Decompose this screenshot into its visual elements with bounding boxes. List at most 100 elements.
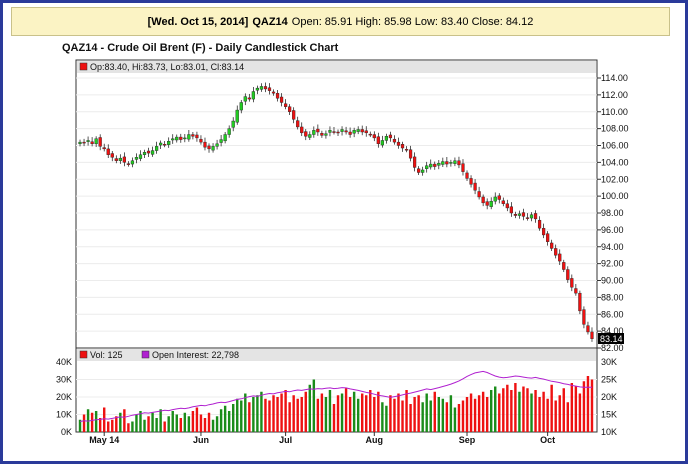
candle-body: [412, 156, 417, 168]
candle-body: [320, 133, 324, 136]
x-tick-label: Sep: [459, 435, 476, 445]
candle-body: [199, 138, 203, 143]
candle-body: [175, 136, 179, 141]
price-tick-label: 100.00: [601, 191, 629, 201]
candle-body: [328, 130, 332, 133]
candle-body: [550, 242, 554, 249]
volume-bar: [78, 419, 82, 432]
volume-bar: [320, 393, 324, 432]
candle-body: [235, 109, 239, 123]
volume-bar: [514, 383, 517, 432]
x-tick-label: Aug: [366, 435, 384, 445]
volume-bar: [365, 395, 368, 432]
volume-bar: [425, 393, 428, 432]
candle-body: [263, 86, 268, 90]
volume-bar: [163, 421, 166, 432]
price-tick-label: 108.00: [601, 124, 629, 134]
candle-body: [130, 160, 135, 165]
volume-bar: [409, 404, 412, 432]
candle-body: [271, 91, 276, 94]
candle-body: [259, 86, 264, 90]
volume-bar: [147, 416, 150, 432]
volume-bar: [102, 407, 106, 432]
volume-bar: [578, 393, 582, 432]
volume-tick-label: 0K: [61, 427, 72, 437]
volume-bar: [389, 395, 392, 432]
candle-body: [445, 161, 449, 165]
volume-bar: [316, 398, 320, 432]
volume-bar: [155, 418, 158, 432]
volume-bar: [135, 414, 138, 432]
volume-bar: [473, 398, 477, 432]
volume-bar: [457, 404, 461, 432]
candle-body: [106, 148, 110, 155]
candle-body: [251, 91, 255, 100]
candle-body: [473, 182, 477, 191]
volume-bar: [534, 390, 537, 432]
volume-bar: [211, 419, 215, 432]
candle-body: [449, 162, 453, 164]
candle-body: [308, 134, 312, 138]
volume-bar: [231, 404, 235, 432]
candle-body: [134, 157, 139, 160]
candle-body: [429, 163, 433, 168]
volume-bar: [570, 383, 574, 432]
candle-body: [425, 165, 429, 169]
x-tick-label: May 14: [89, 435, 119, 445]
volume-bar: [187, 416, 191, 432]
x-tick-label: Jul: [279, 435, 292, 445]
candle-body: [392, 138, 397, 143]
volume-bar: [506, 384, 509, 432]
volume-bar: [308, 384, 312, 432]
price-tick-label: 84.00: [601, 326, 624, 336]
candle-body: [521, 212, 526, 217]
volume-bar: [550, 384, 553, 432]
volume-bar: [377, 391, 380, 432]
volume-bar: [300, 397, 303, 432]
volume-bar: [421, 402, 424, 432]
candle-body: [541, 227, 546, 236]
candle-body: [138, 154, 143, 159]
volume-bar: [272, 395, 275, 432]
candle-body: [146, 150, 151, 154]
price-legend-swatch: [79, 62, 88, 71]
volume-bar: [494, 386, 497, 432]
volume-bar: [328, 390, 332, 432]
candle-body: [304, 131, 308, 137]
quote-symbol: QAZ14: [252, 15, 288, 28]
volume-bar: [219, 409, 223, 432]
candle-body: [485, 201, 489, 206]
candle-body: [562, 262, 566, 270]
volume-bar: [195, 407, 199, 432]
volume-bar: [348, 397, 352, 432]
candle-body: [292, 110, 296, 120]
candle-body: [590, 331, 594, 339]
candle-body: [219, 139, 223, 143]
price-tick-label: 114.00: [601, 73, 628, 83]
candle-body: [171, 138, 175, 141]
volume-bar: [98, 418, 102, 432]
volume-bar: [167, 416, 170, 432]
candle-body: [163, 144, 167, 146]
candle-body: [122, 156, 126, 163]
candle-body: [505, 203, 509, 209]
volume-bar: [461, 400, 465, 432]
oi-tick-label: 25K: [601, 375, 617, 385]
volume-bar: [502, 388, 505, 432]
candle-body: [283, 103, 288, 107]
volume-bar: [498, 393, 501, 432]
volume-bar: [94, 411, 98, 432]
candle-body: [388, 134, 393, 139]
candle-body: [114, 158, 118, 161]
volume-bar: [131, 421, 134, 432]
candle-body: [356, 129, 360, 132]
price-tick-label: 102.00: [601, 174, 629, 184]
volume-bar: [260, 391, 263, 432]
volume-bar: [538, 397, 541, 432]
volume-bar: [143, 419, 146, 432]
last-price-label: 83.14: [600, 334, 623, 344]
volume-bar: [477, 395, 481, 432]
volume-bar: [510, 390, 513, 432]
candle-body: [513, 214, 518, 216]
volume-bar: [522, 386, 525, 432]
